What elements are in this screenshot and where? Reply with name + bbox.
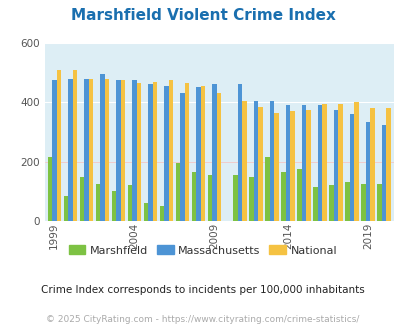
Bar	[328, 185, 333, 221]
Bar	[95, 184, 100, 221]
Bar	[207, 175, 212, 221]
Bar	[120, 80, 125, 221]
Bar	[72, 70, 77, 221]
Bar	[333, 110, 338, 221]
Bar	[317, 105, 322, 221]
Bar	[386, 108, 390, 221]
Bar	[258, 107, 262, 221]
Bar	[237, 84, 242, 221]
Bar	[369, 108, 374, 221]
Bar	[143, 203, 148, 221]
Bar	[381, 124, 386, 221]
Bar	[360, 184, 365, 221]
Bar	[175, 163, 180, 221]
Bar	[306, 110, 310, 221]
Bar	[196, 87, 200, 221]
Bar	[116, 80, 120, 221]
Bar	[338, 104, 342, 221]
Bar	[152, 82, 157, 221]
Bar	[56, 70, 61, 221]
Bar	[127, 185, 132, 221]
Bar	[184, 83, 189, 221]
Text: Crime Index corresponds to incidents per 100,000 inhabitants: Crime Index corresponds to incidents per…	[41, 285, 364, 295]
Bar	[242, 101, 246, 221]
Bar	[84, 79, 88, 221]
Bar	[249, 177, 253, 221]
Bar	[164, 86, 168, 221]
Bar	[88, 79, 93, 221]
Bar	[285, 105, 290, 221]
Text: © 2025 CityRating.com - https://www.cityrating.com/crime-statistics/: © 2025 CityRating.com - https://www.city…	[46, 315, 359, 324]
Bar	[148, 84, 152, 221]
Bar	[233, 175, 237, 221]
Bar	[297, 169, 301, 221]
Bar	[269, 101, 274, 221]
Bar	[281, 172, 285, 221]
Bar	[111, 191, 116, 221]
Bar	[79, 177, 84, 221]
Bar	[104, 79, 109, 221]
Bar	[159, 206, 164, 221]
Bar	[212, 84, 216, 221]
Bar	[52, 80, 56, 221]
Bar	[180, 93, 184, 221]
Bar	[191, 172, 196, 221]
Bar	[322, 104, 326, 221]
Bar	[47, 157, 52, 221]
Bar	[200, 86, 205, 221]
Bar	[253, 101, 258, 221]
Bar	[377, 184, 381, 221]
Bar	[265, 157, 269, 221]
Bar	[290, 111, 294, 221]
Bar	[354, 102, 358, 221]
Legend: Marshfield, Massachusetts, National: Marshfield, Massachusetts, National	[64, 241, 341, 260]
Bar	[301, 105, 306, 221]
Bar	[345, 182, 349, 221]
Bar	[365, 121, 369, 221]
Bar	[274, 113, 278, 221]
Bar	[313, 187, 317, 221]
Text: Marshfield Violent Crime Index: Marshfield Violent Crime Index	[70, 8, 335, 23]
Bar	[64, 196, 68, 221]
Bar	[136, 83, 141, 221]
Bar	[68, 79, 72, 221]
Bar	[168, 80, 173, 221]
Bar	[132, 80, 136, 221]
Bar	[100, 74, 104, 221]
Bar	[349, 114, 354, 221]
Bar	[216, 93, 221, 221]
